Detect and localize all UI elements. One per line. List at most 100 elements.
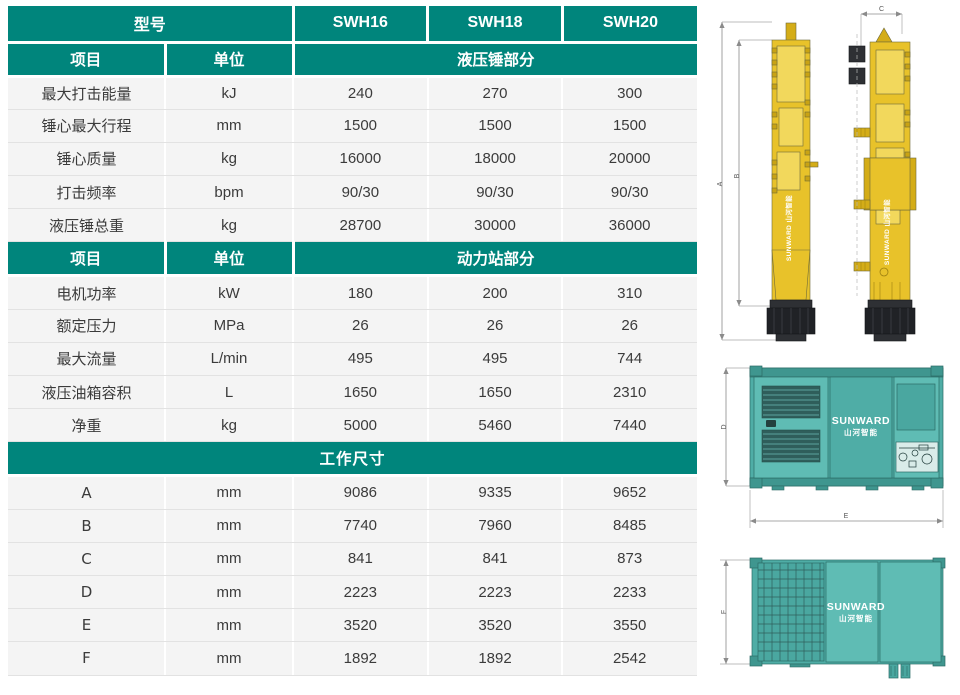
row-value-3: 9652 <box>561 475 697 510</box>
dimension-c: C <box>860 6 903 52</box>
table-row: 打击频率 bpm 90/30 90/30 90/30 <box>8 175 697 210</box>
row-value-3: 2310 <box>561 375 697 410</box>
section-unit-label-1: 单位 <box>165 241 295 278</box>
row-item-label: 净重 <box>8 408 165 443</box>
row-value-3: 310 <box>561 275 697 310</box>
row-item-label: A <box>8 475 165 510</box>
row-value-3: 3550 <box>561 608 697 643</box>
row-value-1: 16000 <box>292 142 428 177</box>
table-row: 液压油箱容积 L 1650 1650 2310 <box>8 375 697 410</box>
section-title-2: 工作尺寸 <box>8 441 697 478</box>
row-unit-label: L/min <box>163 342 294 377</box>
section-title-1: 动力站部分 <box>293 241 697 278</box>
row-unit-label: mm <box>163 475 294 510</box>
hammer-brand-text: SUNWARD 山河智能 <box>784 195 793 261</box>
row-value-1: 1500 <box>292 109 428 143</box>
row-value-3: 20000 <box>561 142 697 177</box>
row-item-label: 打击频率 <box>8 175 165 210</box>
row-value-2: 7960 <box>426 509 563 543</box>
row-item-label: E <box>8 608 165 643</box>
svg-text:B: B <box>734 173 741 178</box>
row-item-label: 电机功率 <box>8 275 165 310</box>
table-row: 最大打击能量 kJ 240 270 300 <box>8 76 697 110</box>
svg-text:山河智能: 山河智能 <box>844 427 878 437</box>
row-value-1: 3520 <box>292 608 428 643</box>
row-value-3: 26 <box>561 309 697 343</box>
header-model-3: SWH20 <box>562 6 697 44</box>
row-value-2: 1500 <box>426 109 563 143</box>
row-value-1: 7740 <box>292 509 428 543</box>
row-value-3: 2233 <box>561 575 697 610</box>
row-value-3: 7440 <box>561 408 697 443</box>
row-value-2: 1892 <box>426 641 563 676</box>
header-model-2: SWH18 <box>427 6 564 44</box>
row-value-2: 18000 <box>426 142 563 177</box>
dimension-a: A <box>717 21 782 341</box>
row-item-label: B <box>8 509 165 543</box>
header-model-label: 型号 <box>8 6 295 44</box>
row-value-1: 180 <box>292 275 428 310</box>
row-item-label: 锤心最大行程 <box>8 109 165 143</box>
svg-text:D: D <box>721 424 728 429</box>
svg-text:山河智能: 山河智能 <box>839 613 873 623</box>
row-value-1: 495 <box>292 342 428 377</box>
row-unit-label: MPa <box>163 309 294 343</box>
row-unit-label: kg <box>163 208 294 243</box>
row-value-2: 495 <box>426 342 563 377</box>
dimension-b: B <box>734 39 774 307</box>
row-value-2: 200 <box>426 275 563 310</box>
row-value-1: 240 <box>292 76 428 110</box>
section-item-label-0: 项目 <box>8 42 167 78</box>
row-value-2: 26 <box>426 309 563 343</box>
row-value-2: 841 <box>426 542 563 576</box>
svg-text:E: E <box>844 513 849 520</box>
row-unit-label: kg <box>163 408 294 443</box>
section-title-0: 液压锤部分 <box>293 42 697 78</box>
section-unit-label-0: 单位 <box>165 42 295 78</box>
row-unit-label: bpm <box>163 175 294 210</box>
section-item-label-1: 项目 <box>8 241 167 278</box>
row-unit-label: mm <box>163 542 294 576</box>
power-station-top-drawing: F <box>706 542 960 692</box>
row-unit-label: L <box>163 375 294 410</box>
table-row: 锤心质量 kg 16000 18000 20000 <box>8 142 697 177</box>
row-value-1: 1892 <box>292 641 428 676</box>
specification-table: 型号 SWH16 SWH18 SWH20 项目 单位 液压锤部分 最大打击能量 kJ 240 270… <box>8 6 697 676</box>
vent-grill-lower <box>761 429 821 463</box>
section-band-1: 项目 单位 动力站部分 <box>8 241 697 278</box>
row-unit-label: kW <box>163 275 294 310</box>
row-item-label: 最大流量 <box>8 342 165 377</box>
row-item-label: 液压油箱容积 <box>8 375 165 410</box>
row-unit-label: kJ <box>163 76 294 110</box>
power-station-front-drawing: D E <box>706 358 960 538</box>
svg-text:C: C <box>879 6 884 13</box>
technical-drawings: A B <box>706 0 960 695</box>
row-value-2: 30000 <box>426 208 563 243</box>
row-value-1: 90/30 <box>292 175 428 210</box>
svg-text:SUNWARD 山河智能: SUNWARD 山河智能 <box>882 199 891 265</box>
row-unit-label: kg <box>163 142 294 177</box>
dimension-d: D <box>721 367 750 487</box>
row-value-3: 36000 <box>561 208 697 243</box>
row-item-label: C <box>8 542 165 576</box>
row-value-2: 5460 <box>426 408 563 443</box>
svg-text:F: F <box>721 610 728 614</box>
hydraulic-hammer-drawing: A B <box>706 0 960 352</box>
row-value-3: 1500 <box>561 109 697 143</box>
table-header-row: 型号 SWH16 SWH18 SWH20 <box>8 6 697 44</box>
table-row: 液压锤总重 kg 28700 30000 36000 <box>8 208 697 243</box>
svg-text:A: A <box>717 181 724 186</box>
table-row: 最大流量 L/min 495 495 744 <box>8 342 697 377</box>
section-band-dimensions: 工作尺寸 <box>8 441 697 478</box>
row-item-label: D <box>8 575 165 610</box>
row-value-1: 5000 <box>292 408 428 443</box>
row-item-label: 额定压力 <box>8 309 165 343</box>
row-value-1: 26 <box>292 309 428 343</box>
row-value-1: 2223 <box>292 575 428 610</box>
section-band-0: 项目 单位 液压锤部分 <box>8 42 697 78</box>
